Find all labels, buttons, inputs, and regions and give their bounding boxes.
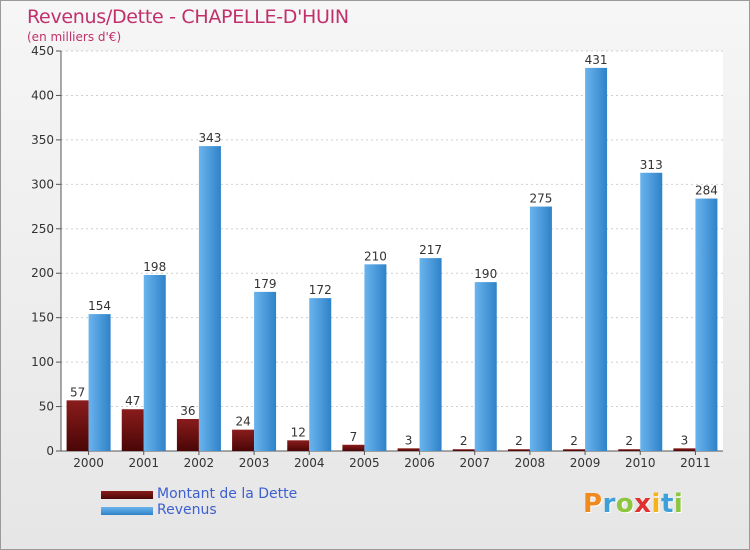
- logo-letter: t: [660, 489, 674, 519]
- data-label: 2: [460, 434, 468, 448]
- data-label: 431: [585, 53, 608, 67]
- y-tick-label: 400: [31, 88, 54, 102]
- bar-debt: [673, 448, 696, 451]
- proxiti-logo: Proxiti: [583, 489, 683, 519]
- bar-debt: [176, 419, 199, 451]
- data-label: 12: [291, 425, 306, 439]
- data-label: 2: [625, 434, 633, 448]
- data-label: 36: [180, 404, 195, 418]
- data-label: 275: [529, 192, 552, 206]
- data-label: 7: [350, 430, 358, 444]
- legend-swatch-revenue: [101, 507, 153, 515]
- logo-letter: r: [602, 489, 616, 519]
- data-label: 154: [88, 299, 111, 313]
- bar-revenue: [364, 264, 387, 451]
- bar-revenue: [585, 67, 608, 451]
- chart-subtitle: (en milliers d'€): [27, 30, 122, 44]
- bar-debt: [121, 409, 144, 451]
- data-label: 217: [419, 243, 442, 257]
- x-tick-label: 2002: [184, 456, 215, 470]
- bar-revenue: [474, 282, 497, 451]
- data-label: 284: [695, 184, 718, 198]
- logo-letter: P: [583, 489, 603, 519]
- plot-area: [61, 51, 723, 451]
- bar-debt: [618, 449, 641, 451]
- y-tick-label: 150: [31, 311, 54, 325]
- y-tick-label: 0: [46, 444, 54, 458]
- data-label: 198: [143, 260, 166, 274]
- data-label: 313: [640, 158, 663, 172]
- bar-revenue: [143, 275, 166, 451]
- data-label: 3: [405, 433, 413, 447]
- x-tick-label: 2007: [459, 456, 490, 470]
- y-tick-label: 300: [31, 177, 54, 191]
- bar-revenue: [88, 314, 111, 451]
- data-label: 24: [235, 415, 250, 429]
- bar-revenue: [529, 206, 552, 451]
- data-label: 2: [515, 434, 523, 448]
- data-label: 210: [364, 249, 387, 263]
- x-tick-label: 2004: [294, 456, 325, 470]
- bar-debt: [66, 400, 89, 451]
- data-label: 3: [681, 433, 689, 447]
- x-tick-label: 2008: [515, 456, 546, 470]
- y-tick-label: 200: [31, 266, 54, 280]
- data-label: 343: [198, 131, 221, 145]
- y-tick-label: 250: [31, 222, 54, 236]
- y-tick-label: 50: [39, 400, 54, 414]
- logo-letter: o: [615, 489, 635, 519]
- bar-debt: [452, 449, 475, 451]
- y-tick-label: 450: [31, 44, 54, 58]
- chart-title: Revenus/Dette - CHAPELLE-D'HUIN: [27, 6, 349, 28]
- x-tick-label: 2011: [680, 456, 711, 470]
- bar-debt: [563, 449, 586, 451]
- data-label: 179: [254, 277, 277, 291]
- bar-revenue: [695, 198, 718, 451]
- x-tick-label: 2003: [239, 456, 270, 470]
- data-label: 57: [70, 385, 85, 399]
- bar-debt: [342, 444, 365, 451]
- bar-revenue: [640, 172, 663, 451]
- bar-revenue: [198, 146, 221, 451]
- bar-revenue: [254, 291, 277, 451]
- bar-debt: [232, 429, 255, 451]
- bar-debt: [397, 448, 420, 451]
- x-tick-label: 2009: [570, 456, 601, 470]
- bar-debt: [287, 440, 310, 451]
- x-tick-label: 2010: [625, 456, 656, 470]
- bar-revenue: [419, 258, 442, 451]
- data-label: 172: [309, 283, 332, 297]
- x-tick-label: 2001: [128, 456, 159, 470]
- y-tick-label: 350: [31, 133, 54, 147]
- legend-label-revenue: Revenus: [157, 502, 217, 518]
- data-label: 47: [125, 394, 140, 408]
- data-label: 2: [570, 434, 578, 448]
- x-tick-label: 2000: [73, 456, 104, 470]
- x-tick-label: 2005: [349, 456, 380, 470]
- x-tick-label: 2006: [404, 456, 435, 470]
- legend-label-debt: Montant de la Dette: [157, 486, 298, 502]
- legend-swatch-debt: [101, 491, 153, 499]
- logo-letter: i: [673, 489, 684, 519]
- logo-letter: x: [634, 489, 652, 519]
- y-tick-label: 100: [31, 355, 54, 369]
- data-label: 190: [474, 267, 497, 281]
- logo-letter: i: [651, 489, 661, 519]
- bar-revenue: [309, 298, 332, 451]
- bar-debt: [507, 449, 530, 451]
